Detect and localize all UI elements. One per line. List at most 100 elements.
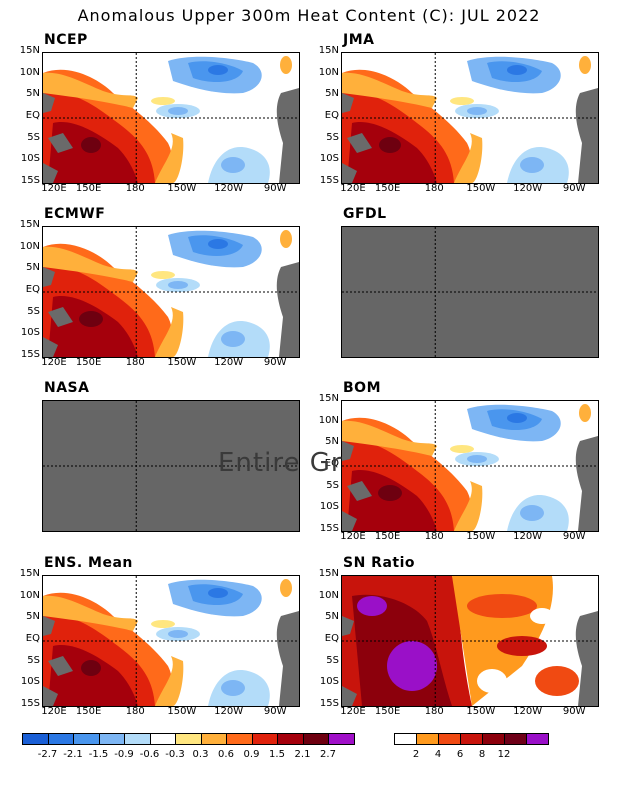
- colorbar-label: -0.9: [114, 749, 134, 760]
- lat-tick-label: 15S: [319, 698, 339, 709]
- colorbar-swatch: [460, 733, 483, 745]
- lat-tick-label: 10S: [319, 676, 339, 688]
- lon-tick-label: 120W: [214, 183, 244, 194]
- panel-label: ENS. Mean: [44, 555, 133, 571]
- lon-tick-label: 150W: [466, 531, 496, 542]
- lat-tick-label: 10N: [318, 589, 339, 601]
- lon-tick-label: 150E: [374, 183, 401, 194]
- lat-tick-label: 10S: [319, 153, 339, 165]
- snr-colorbar: 2 4 6 8 12: [394, 733, 549, 763]
- lat-tick-label: 5S: [326, 479, 339, 491]
- colorbar-swatch: [482, 733, 505, 745]
- lat-tick-label: 10N: [19, 589, 40, 601]
- lat-tick-label: 5N: [26, 611, 40, 623]
- lon-tick-label: 180: [125, 706, 145, 717]
- lat-tick-label: 15S: [20, 175, 40, 186]
- lat-tick-label: 15N: [19, 219, 40, 230]
- lat-tick-label: 10N: [318, 414, 339, 426]
- colorbar-label: 0.9: [243, 749, 260, 760]
- lon-tick-label: 150W: [466, 183, 496, 194]
- lat-tick-label: EQ: [324, 633, 339, 644]
- lat-tick-label: 10S: [20, 327, 40, 339]
- lat-tick-label: 15S: [20, 349, 40, 360]
- lon-tick-label: 150W: [466, 706, 496, 717]
- colorbar-swatch: [47, 733, 74, 745]
- lat-tick-label: EQ: [25, 284, 40, 295]
- lat-tick-label: 5N: [325, 436, 339, 448]
- lat-tick-label: 10S: [319, 501, 339, 513]
- overlay-text: Entire Gr: [218, 448, 343, 478]
- lat-tick-label: 5S: [27, 654, 40, 666]
- panel-label: NASA: [44, 380, 90, 396]
- lat-tick-label: 10N: [19, 66, 40, 78]
- colorbar-swatch: [328, 733, 355, 745]
- lat-tick-label: EQ: [324, 458, 339, 469]
- colorbar-label: -0.3: [165, 749, 185, 760]
- lat-tick-label: 10N: [318, 66, 339, 78]
- colorbar-label: -1.5: [88, 749, 109, 760]
- lat-tick-label: 10S: [20, 676, 40, 688]
- colorbar-label: 0.6: [218, 749, 234, 760]
- map-plot: [341, 400, 599, 532]
- colorbar-label: 4: [434, 749, 442, 760]
- lat-tick-label: 15S: [20, 698, 40, 709]
- panel-label: NCEP: [44, 32, 88, 48]
- lat-tick-label: 5N: [26, 88, 40, 100]
- lon-tick-label: 150E: [374, 706, 401, 717]
- lon-tick-label: 150W: [167, 706, 197, 717]
- map-plot: [42, 52, 300, 184]
- colorbar-swatch: [504, 733, 527, 745]
- lat-tick-label: 15S: [319, 523, 339, 534]
- map-plot: [341, 575, 599, 707]
- lon-tick-label: 90W: [263, 357, 287, 368]
- colorbar-swatch: [438, 733, 461, 745]
- lon-tick-label: 120E: [340, 531, 366, 542]
- colorbar-swatch: [22, 733, 49, 745]
- lat-tick-label: 5S: [27, 305, 40, 317]
- lat-tick-label: 5S: [326, 654, 339, 666]
- map-plot: [42, 226, 300, 358]
- colorbar-label: 6: [456, 749, 464, 760]
- lon-tick-label: 120E: [41, 357, 67, 368]
- lon-tick-label: 150E: [75, 706, 102, 717]
- lon-tick-label: 180: [125, 183, 145, 194]
- figure-title: Anomalous Upper 300m Heat Content (C): J…: [77, 6, 541, 25]
- lon-tick-label: 120W: [214, 706, 244, 717]
- colorbar-swatch: [277, 733, 304, 745]
- colorbar-swatch: [175, 733, 202, 745]
- colorbar-swatch: [124, 733, 151, 745]
- colorbar-swatch: [200, 733, 227, 745]
- panel-label: JMA: [343, 32, 375, 48]
- colorbar-swatch: [149, 733, 176, 745]
- lon-tick-label: 180: [125, 357, 145, 368]
- lat-tick-label: 15N: [19, 45, 40, 56]
- colorbar-label: 12: [497, 749, 511, 760]
- lat-tick-label: 15N: [19, 568, 40, 579]
- lon-tick-label: 150E: [75, 183, 102, 194]
- panel-label: GFDL: [343, 206, 387, 222]
- map-plot: [341, 226, 599, 358]
- colorbar-swatch: [526, 733, 549, 745]
- lat-tick-label: 5N: [26, 262, 40, 274]
- lon-tick-label: 150E: [374, 531, 401, 542]
- lon-tick-label: 120W: [513, 183, 543, 194]
- colorbar-swatch: [98, 733, 125, 745]
- lon-tick-label: 180: [424, 706, 444, 717]
- lon-tick-label: 180: [424, 183, 444, 194]
- colorbar-swatch: [394, 733, 417, 745]
- lon-tick-label: 120E: [340, 706, 366, 717]
- lat-tick-label: 10S: [20, 153, 40, 165]
- colorbar-swatch: [226, 733, 253, 745]
- lon-tick-label: 150W: [167, 357, 197, 368]
- colorbar-label: -2.1: [63, 749, 83, 760]
- lon-tick-label: 120E: [41, 183, 67, 194]
- lon-tick-label: 90W: [263, 706, 287, 717]
- lon-tick-label: 150W: [167, 183, 197, 194]
- colorbar-swatch: [73, 733, 100, 745]
- lat-tick-label: 15S: [319, 175, 339, 186]
- lat-tick-label: 15N: [318, 568, 339, 579]
- lon-tick-label: 150E: [75, 357, 102, 368]
- colorbar-label: 8: [478, 749, 486, 760]
- lon-tick-label: 120W: [214, 357, 244, 368]
- panel-label: BOM: [343, 380, 382, 396]
